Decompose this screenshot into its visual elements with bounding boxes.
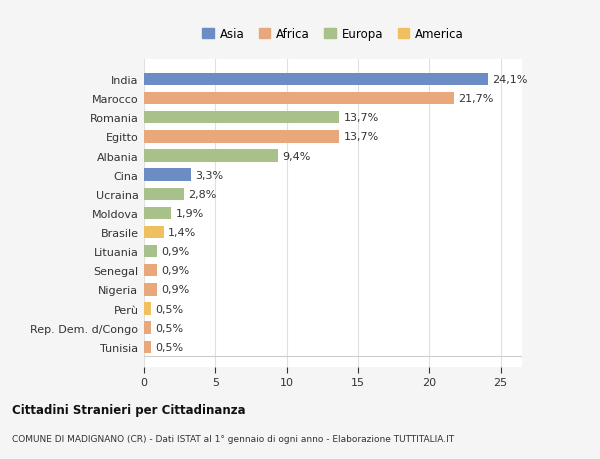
Text: 1,4%: 1,4% <box>168 228 196 237</box>
Text: 1,9%: 1,9% <box>175 208 203 218</box>
Text: 9,4%: 9,4% <box>283 151 311 161</box>
Bar <box>144 302 151 315</box>
Text: Cittadini Stranieri per Cittadinanza: Cittadini Stranieri per Cittadinanza <box>12 403 245 416</box>
Bar <box>144 264 157 277</box>
Text: 0,9%: 0,9% <box>161 266 190 276</box>
Bar <box>144 246 157 258</box>
Text: 13,7%: 13,7% <box>344 132 379 142</box>
Text: 0,5%: 0,5% <box>155 304 184 314</box>
Text: 0,5%: 0,5% <box>155 342 184 352</box>
Bar <box>144 131 340 143</box>
Bar <box>144 169 191 181</box>
Text: 0,9%: 0,9% <box>161 246 190 257</box>
Bar <box>144 93 454 105</box>
Bar <box>144 112 340 124</box>
Text: 24,1%: 24,1% <box>492 75 527 85</box>
Bar <box>144 188 184 201</box>
Text: 2,8%: 2,8% <box>188 190 217 199</box>
Text: 21,7%: 21,7% <box>458 94 493 104</box>
Text: 0,9%: 0,9% <box>161 285 190 295</box>
Text: 0,5%: 0,5% <box>155 323 184 333</box>
Text: 3,3%: 3,3% <box>196 170 223 180</box>
Bar <box>144 322 151 334</box>
Legend: Asia, Africa, Europa, America: Asia, Africa, Europa, America <box>200 26 466 43</box>
Text: COMUNE DI MADIGNANO (CR) - Dati ISTAT al 1° gennaio di ogni anno - Elaborazione : COMUNE DI MADIGNANO (CR) - Dati ISTAT al… <box>12 434 454 442</box>
Text: 13,7%: 13,7% <box>344 113 379 123</box>
Bar <box>144 226 164 239</box>
Bar <box>144 284 157 296</box>
Bar <box>144 150 278 162</box>
Bar <box>144 341 151 353</box>
Bar <box>144 73 488 86</box>
Bar <box>144 207 171 220</box>
